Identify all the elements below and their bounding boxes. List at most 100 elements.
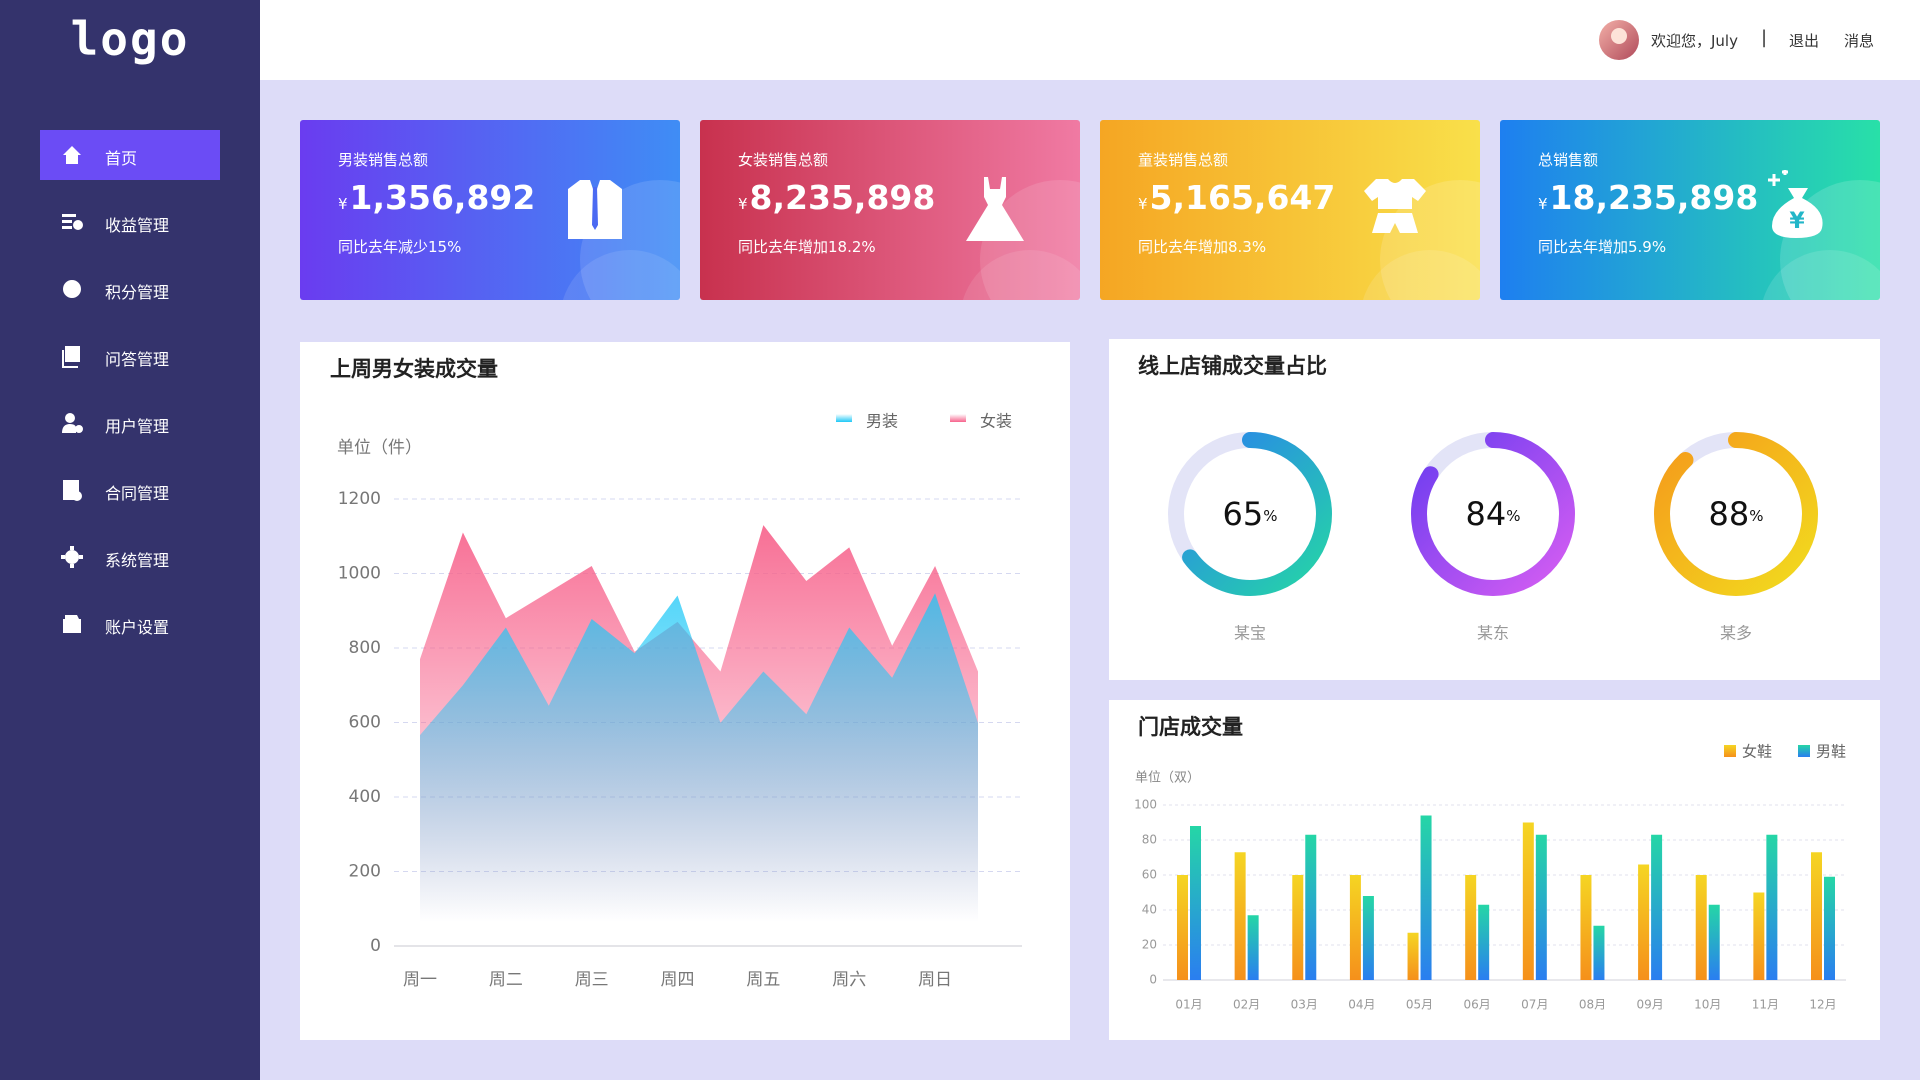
nav-label: 收益管理 [105, 216, 170, 235]
bar [1349, 875, 1361, 980]
nav-icon [62, 346, 80, 368]
card-title: 童装销售总额 [1138, 151, 1229, 169]
y-tick-label: 80 [1142, 833, 1157, 847]
area [420, 593, 978, 946]
bar [1535, 834, 1547, 980]
card-note: 同比去年增加5.9% [1538, 238, 1667, 256]
nav-label: 积分管理 [105, 283, 170, 302]
sidebar: logo 首页 收益管理 积分管理 问答管理 用户管理 合同管理 系统管理 账户设置 [0, 0, 260, 1080]
nav-label: 账户设置 [105, 618, 170, 637]
bar [1811, 852, 1822, 980]
nav-item[interactable]: 合同管理 [40, 465, 220, 515]
donut-value: 65% [1223, 495, 1278, 533]
bar [1190, 826, 1201, 980]
y-tick-label: 400 [349, 787, 381, 807]
unit-label: 单位（件） [337, 438, 422, 458]
avatar [1599, 20, 1639, 60]
donut-label: 某东 [1477, 624, 1509, 643]
card-note: 同比去年增加8.3% [1138, 238, 1267, 256]
nav-item[interactable]: 用户管理 [40, 398, 220, 448]
bar [1593, 925, 1605, 980]
nav-icon [62, 413, 83, 433]
header: 欢迎您，July | 退出 消息 [260, 0, 1920, 80]
nav-icon [62, 280, 82, 298]
panel: 上周男女装成交量 单位（件） 0 200 400 600 800 1000 1200 周一 周二 周三… [300, 342, 1070, 1040]
bar [1362, 896, 1374, 980]
bar [1247, 915, 1259, 980]
x-tick-label: 11月 [1752, 998, 1779, 1012]
card-amount: ¥5,165,647 [1138, 178, 1335, 217]
donut-value: 84% [1466, 495, 1521, 533]
unit: % [1749, 507, 1763, 525]
nav-label: 用户管理 [105, 417, 170, 436]
nav-item[interactable]: 系统管理 [40, 532, 220, 582]
legend-swatch [836, 414, 852, 422]
y-tick-label: 40 [1142, 903, 1157, 917]
value: 65 [1223, 495, 1264, 533]
bar [1478, 904, 1490, 980]
logout-link[interactable]: 退出 [1789, 32, 1820, 50]
legend-swatch [950, 414, 966, 422]
card-title: 男装销售总额 [338, 151, 429, 169]
nav-item[interactable]: 账户设置 [40, 599, 220, 649]
legend-swatch [1724, 745, 1736, 757]
x-tick-label: 04月 [1348, 998, 1375, 1012]
x-tick-label: 01月 [1175, 998, 1202, 1012]
x-tick-label: 周日 [918, 970, 952, 990]
x-tick-label: 02月 [1233, 998, 1260, 1012]
legend-swatch [1798, 745, 1810, 757]
donut-arc [1168, 432, 1332, 596]
nav-item[interactable]: 收益管理 [40, 197, 220, 247]
legend-label: 男鞋 [1816, 743, 1846, 761]
currency: ¥ [1538, 195, 1548, 213]
currency: ¥ [338, 195, 348, 213]
panel: 门店成交量 单位（双） 0 20 40 60 80 100 女鞋 男鞋 01月 02月 03月 04月 05… [1109, 700, 1880, 1040]
card-note: 同比去年增加18.2% [738, 238, 876, 256]
y-tick-label: 800 [349, 638, 381, 658]
unit: % [1506, 507, 1520, 525]
x-tick-label: 08月 [1579, 998, 1606, 1012]
card-title: 女装销售总额 [738, 151, 829, 169]
bar [1638, 864, 1650, 980]
x-tick-label: 09月 [1636, 998, 1663, 1012]
nav-item[interactable]: 首页 [40, 130, 220, 180]
bar [1292, 875, 1304, 980]
y-tick-label: 200 [349, 862, 381, 882]
x-tick-label: 10月 [1694, 998, 1721, 1012]
nav-icon [61, 546, 83, 568]
card-amount: ¥1,356,892 [338, 178, 535, 217]
bar [1522, 822, 1534, 980]
donut-arc [1411, 432, 1575, 596]
bar [1708, 904, 1720, 980]
nav-label: 系统管理 [105, 551, 170, 570]
nav-item[interactable]: 积分管理 [40, 264, 220, 314]
legend-label: 男装 [866, 412, 898, 431]
y-tick-label: 0 [370, 936, 381, 956]
donut-arc [1654, 432, 1818, 596]
amount: 5,165,647 [1149, 178, 1336, 217]
svg-text:¥: ¥ [1789, 209, 1805, 234]
legend-label: 女鞋 [1742, 743, 1772, 761]
donut-chart: 线上店铺成交量占比 65% 某宝 84% 某东 88% 某多 [1138, 354, 1818, 643]
bar [1651, 834, 1663, 980]
y-tick-label: 20 [1142, 938, 1157, 952]
nav-item[interactable]: 问答管理 [40, 331, 220, 381]
chart-title: 上周男女装成交量 [330, 357, 498, 381]
y-tick-label: 100 [1134, 798, 1157, 812]
donut-value: 88% [1709, 495, 1764, 533]
amount: 8,235,898 [749, 178, 936, 217]
donut-label: 某多 [1720, 624, 1752, 643]
stat-card: 男装销售总额 ¥1,356,892 同比去年减少15% [300, 120, 680, 300]
x-tick-label: 03月 [1291, 998, 1318, 1012]
y-tick-label: 1000 [338, 564, 381, 584]
bar [1305, 834, 1317, 980]
y-tick-label: 600 [349, 713, 381, 733]
card-amount: ¥8,235,898 [738, 178, 935, 217]
suit-icon [568, 180, 622, 239]
messages-link[interactable]: 消息 [1844, 32, 1875, 50]
amount: 18,235,898 [1549, 178, 1759, 217]
donut-label: 某宝 [1234, 624, 1266, 643]
nav-icon [63, 615, 81, 633]
amount: 1,356,892 [349, 178, 536, 217]
